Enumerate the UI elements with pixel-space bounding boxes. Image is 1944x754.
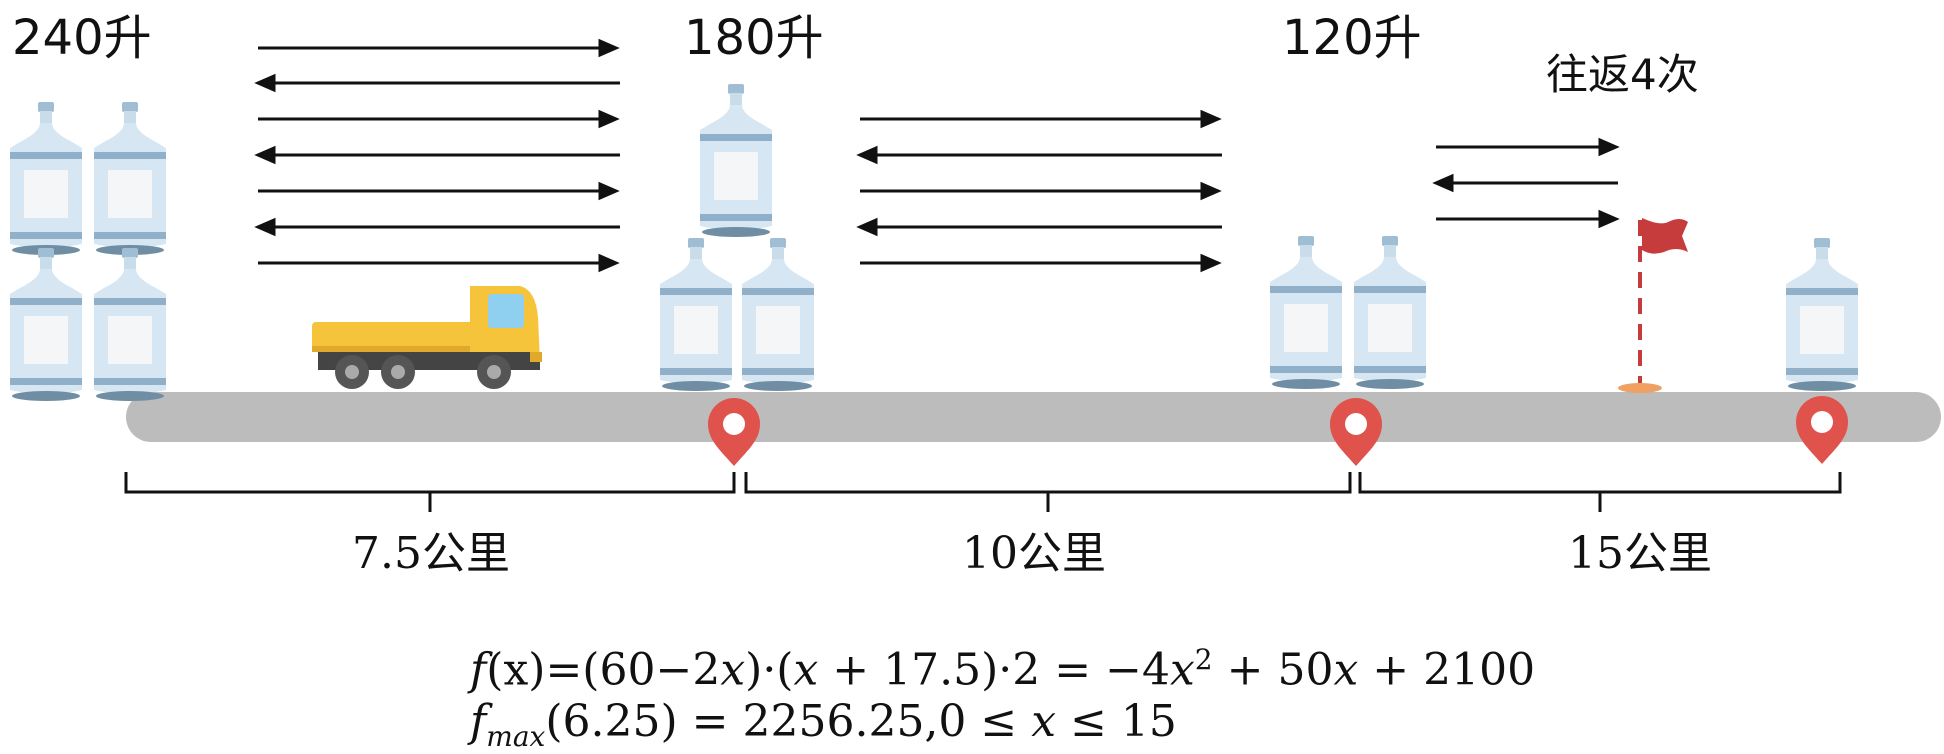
flag-icon [1618,218,1688,393]
location-pin-icon [708,398,760,466]
arrow-group-segment2 [856,109,1222,273]
water-bottle-icon [10,102,82,255]
formula-part: ≤ 15 [1056,696,1177,747]
arrow-group-segment3 [1432,137,1620,229]
formula-f: f [470,644,487,696]
station-depot1-volume: 180升 [684,10,824,66]
formula-var: x [1031,696,1057,747]
road [126,392,1941,442]
formula-var: x [793,644,819,696]
formula-part: + 17.5)·2 = −4 [818,644,1170,696]
formula-part: (x)=(60−2 [486,644,721,696]
formula-part: + 2100 [1358,644,1536,696]
formula-exponent: 2 [1194,643,1213,676]
round-trip-note: 往返4次 [1546,50,1699,99]
formula-part: + 50 [1212,644,1334,696]
water-bottle-icon [94,102,166,255]
formula-subscript: max [486,719,546,753]
water-bottle-icon [94,248,166,401]
truck-icon [312,286,542,389]
station-depot2-volume: 120升 [1282,10,1422,66]
water-bottle-icon [700,84,772,237]
station-start-volume: 240升 [12,10,152,66]
formula-part: (6.25) = 2256.25,0 ≤ [545,696,1032,747]
arrow-group-segment1 [254,38,620,273]
formula-part: )·( [745,644,794,696]
distance-brace [124,472,1842,512]
water-bottle-icon [660,238,732,391]
water-bottle-icon [1786,238,1858,391]
formula-var: x [720,644,746,696]
water-bottle-icon [1354,236,1426,389]
water-bottle-icon [1270,236,1342,389]
segment1-distance: 7.5公里 [352,528,510,579]
formula-f: f [470,696,487,747]
segment2-distance: 10公里 [962,528,1106,579]
water-bottle-icon [10,248,82,401]
formula-var: x [1169,644,1195,696]
water-bottle-icon [742,238,814,391]
location-pin-icon [1330,398,1382,466]
location-pin-icon [1796,396,1848,464]
formula-var: x [1333,644,1359,696]
formula-line-2: fmax(6.25) = 2256.25,0 ≤ x ≤ 15 [470,700,1177,751]
formula-line-1: f(x)=(60−2x)·(x + 17.5)·2 = −4x2 + 50x +… [470,646,1535,693]
segment3-distance: 15公里 [1568,528,1712,579]
